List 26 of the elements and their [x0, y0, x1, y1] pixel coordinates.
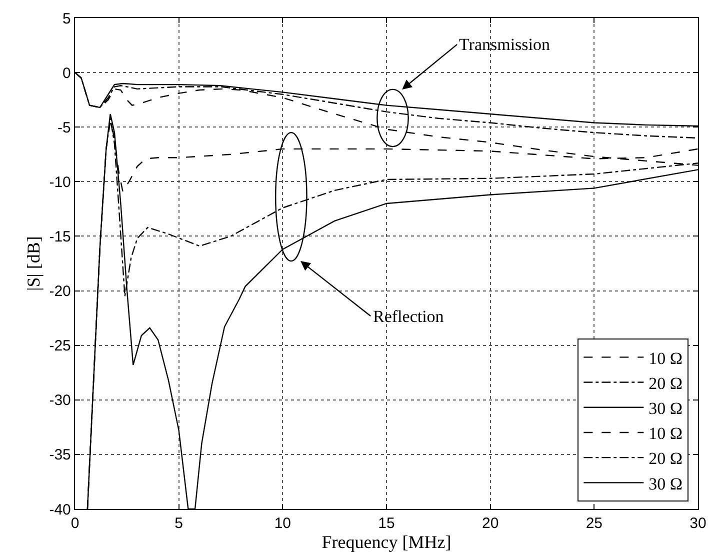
y-tick-label: 5 [62, 10, 71, 28]
x-tick-label: 30 [690, 515, 706, 532]
legend-label: 20 Ω [648, 374, 683, 393]
x-tick-label: 5 [174, 515, 183, 532]
y-tick-label: 0 [62, 64, 71, 82]
legend-label: 10 Ω [648, 348, 683, 368]
x-axis-title: Frequency [MHz] [322, 532, 452, 552]
x-tick-label: 10 [274, 515, 292, 532]
y-tick-label: -15 [49, 228, 71, 246]
x-tick-label: 20 [482, 515, 499, 532]
x-tick-label: 25 [586, 515, 603, 532]
y-tick-label: -10 [49, 174, 71, 191]
y-tick-label: -25 [49, 338, 71, 355]
legend-label: 30 Ω [648, 474, 683, 494]
y-tick-label: -30 [49, 392, 71, 410]
legend-label: 10 Ω [648, 424, 683, 444]
annotation: Transmission [459, 35, 551, 54]
legend-label: 20 Ω [648, 449, 683, 468]
y-tick-label: -40 [49, 501, 71, 518]
x-tick-label: 15 [378, 515, 395, 532]
annotation: Reflection [373, 307, 444, 326]
legend-label: 30 Ω [648, 399, 683, 418]
y-tick-label: -5 [58, 119, 71, 136]
y-tick-label: -35 [49, 446, 71, 464]
y-axis-title: |S| [dB] [23, 236, 44, 291]
y-tick-label: -20 [49, 283, 71, 300]
